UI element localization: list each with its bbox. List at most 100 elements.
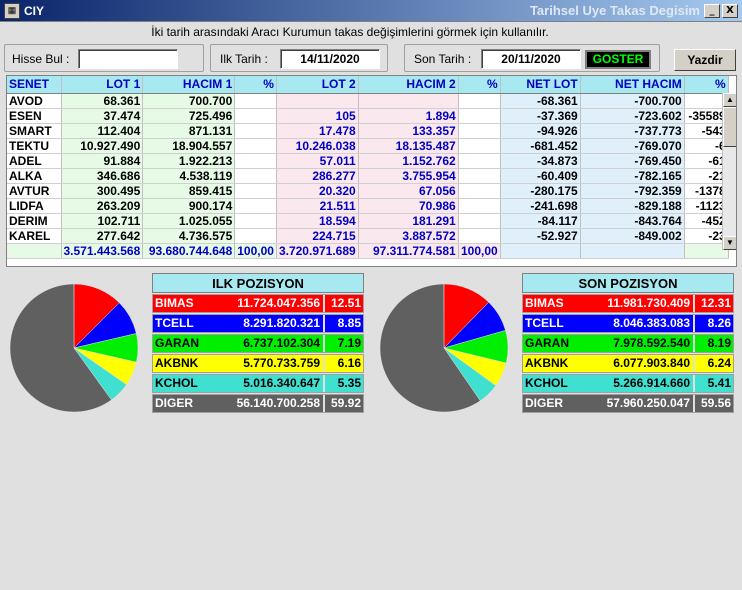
table-cell — [234, 228, 277, 244]
position-percent: 7.19 — [323, 335, 363, 352]
position-row: TCELL 8.046.383.083 8.26 — [522, 314, 734, 333]
table-cell: -792.359 — [580, 183, 685, 199]
table-cell: AVOD — [7, 93, 62, 109]
column-header[interactable]: LOT 1 — [61, 76, 144, 94]
column-header[interactable]: HACIM 2 — [358, 76, 459, 94]
column-header[interactable]: HACIM 1 — [142, 76, 236, 94]
position-percent: 12.31 — [693, 295, 733, 312]
column-header[interactable]: SENET — [7, 76, 62, 94]
table-cell: -843.764 — [580, 213, 685, 229]
column-header[interactable]: NET HACIM — [580, 76, 685, 94]
grid-scrollbar[interactable]: ▲ ▼ — [722, 93, 736, 250]
table-cell — [458, 213, 501, 229]
table-cell — [234, 123, 277, 139]
table-cell: DERIM — [7, 213, 62, 229]
column-header[interactable]: NET LOT — [500, 76, 581, 94]
window-title: CIY — [24, 3, 45, 18]
total-cell — [580, 243, 685, 259]
table-row[interactable]: ESEN 37.474 725.496 105 1.894 -37.369 -723.602… — [7, 108, 729, 124]
close-button[interactable]: X — [722, 4, 738, 18]
position-symbol: TCELL — [525, 316, 564, 330]
ilk-tarih-label: Ilk Tarih : — [220, 52, 268, 66]
table-cell: -769.450 — [580, 153, 685, 169]
table-cell: 21.511 — [276, 198, 359, 214]
table-cell: -61 — [684, 153, 729, 169]
title-bar: ▦ CIY Tarihsel Uye Takas Degisim _ X — [0, 0, 742, 22]
scroll-thumb[interactable] — [723, 107, 736, 147]
position-value: 6.077.903.840 — [613, 356, 690, 370]
table-cell: -782.165 — [580, 168, 685, 184]
total-cell — [500, 243, 581, 259]
position-value: 5.770.733.759 — [243, 356, 320, 370]
pie-slice-diger — [9, 283, 112, 413]
table-cell: -1123 — [684, 198, 729, 214]
table-cell: 4.538.119 — [142, 168, 236, 184]
table-row[interactable]: DERIM 102.711 1.025.055 18.594 181.291 -84.11… — [7, 213, 729, 229]
table-cell: -60.409 — [500, 168, 581, 184]
table-cell — [234, 153, 277, 169]
table-cell: 224.715 — [276, 228, 359, 244]
table-cell: 18.135.487 — [358, 138, 459, 154]
column-header[interactable]: LOT 2 — [276, 76, 359, 94]
table-cell: 277.642 — [61, 228, 144, 244]
table-cell: 1.894 — [358, 108, 459, 124]
table-cell: 10.246.038 — [276, 138, 359, 154]
pie-slice-diger — [379, 283, 481, 413]
total-cell — [7, 243, 62, 259]
position-row: KCHOL 5.016.340.647 5.35 — [152, 374, 364, 393]
yazdir-button[interactable]: Yazdir — [674, 49, 736, 71]
table-cell — [684, 93, 729, 109]
table-cell: 3.887.572 — [358, 228, 459, 244]
table-cell — [234, 183, 277, 199]
hint-text: İki tarih arasındaki Aracı Kurumun takas… — [151, 25, 549, 39]
son-tarih-input[interactable]: 20/11/2020 — [481, 49, 581, 69]
table-cell — [234, 198, 277, 214]
minimize-button[interactable]: _ — [704, 4, 720, 18]
position-percent: 5.41 — [693, 375, 733, 392]
position-percent: 12.51 — [323, 295, 363, 312]
table-cell: 900.174 — [142, 198, 236, 214]
column-header[interactable]: % — [684, 76, 729, 94]
position-percent: 6.24 — [693, 355, 733, 372]
table-cell — [358, 93, 459, 109]
table-row[interactable]: LIDFA 263.209 900.174 21.511 70.986 -241.698-… — [7, 198, 729, 214]
table-cell — [234, 108, 277, 124]
position-row: KCHOL 5.266.914.660 5.41 — [522, 374, 734, 393]
ilk-tarih-input[interactable]: 14/11/2020 — [280, 49, 380, 69]
column-header[interactable]: % — [234, 76, 277, 94]
table-cell: 37.474 — [61, 108, 144, 124]
scroll-up-icon[interactable]: ▲ — [723, 93, 736, 107]
total-cell: 3.571.443.568 — [61, 243, 144, 259]
goster-button[interactable]: GOSTER — [585, 50, 651, 69]
position-value: 57.960.250.047 — [606, 396, 690, 410]
table-cell: 91.884 — [61, 153, 144, 169]
takas-grid[interactable]: SENET LOT 1 HACIM 1% LOT 2 HACIM 2% NET LOT NE… — [6, 75, 737, 267]
position-symbol: DIGER — [155, 396, 194, 410]
table-row[interactable]: SMART 112.404 871.131 17.478 133.357 -94.926-… — [7, 123, 729, 139]
table-row[interactable]: AVTUR 300.495 859.415 20.320 67.056 -280.175-… — [7, 183, 729, 199]
position-value: 56.140.700.258 — [236, 396, 320, 410]
table-cell: -6 — [684, 138, 729, 154]
position-value: 11.981.730.409 — [607, 296, 690, 310]
total-cell: 93.680.744.648 — [142, 243, 236, 259]
table-cell: 725.496 — [142, 108, 236, 124]
table-cell: 871.131 — [142, 123, 236, 139]
table-row[interactable]: KAREL 277.642 4.736.575 224.715 3.887.572 -52… — [7, 228, 729, 244]
scroll-down-icon[interactable]: ▼ — [723, 236, 736, 250]
table-row[interactable]: TEKTU 10.927.490 18.904.557 10.246.038 18.13… — [7, 138, 729, 154]
table-cell — [234, 93, 277, 109]
hisse-label: Hisse Bul : — [12, 52, 70, 66]
table-cell — [276, 93, 359, 109]
grid-table: SENET LOT 1 HACIM 1% LOT 2 HACIM 2% NET LOT NE… — [7, 76, 729, 259]
hisse-group — [4, 44, 204, 72]
table-row[interactable]: AVOD 68.361 700.700 -68.361 -700.700 — [7, 93, 729, 109]
table-row[interactable]: ADEL 91.884 1.922.213 57.011 1.152.762 -34.87… — [7, 153, 729, 169]
hisse-search-input[interactable] — [78, 49, 178, 69]
position-row: GARAN 7.978.592.540 8.19 — [522, 334, 734, 353]
column-header[interactable]: % — [458, 76, 501, 94]
position-value: 6.737.102.304 — [243, 336, 320, 350]
table-cell: ALKA — [7, 168, 62, 184]
table-cell: -21 — [684, 168, 729, 184]
table-row[interactable]: ALKA 346.686 4.538.119 286.277 3.755.954 -60.… — [7, 168, 729, 184]
table-cell: 18.594 — [276, 213, 359, 229]
